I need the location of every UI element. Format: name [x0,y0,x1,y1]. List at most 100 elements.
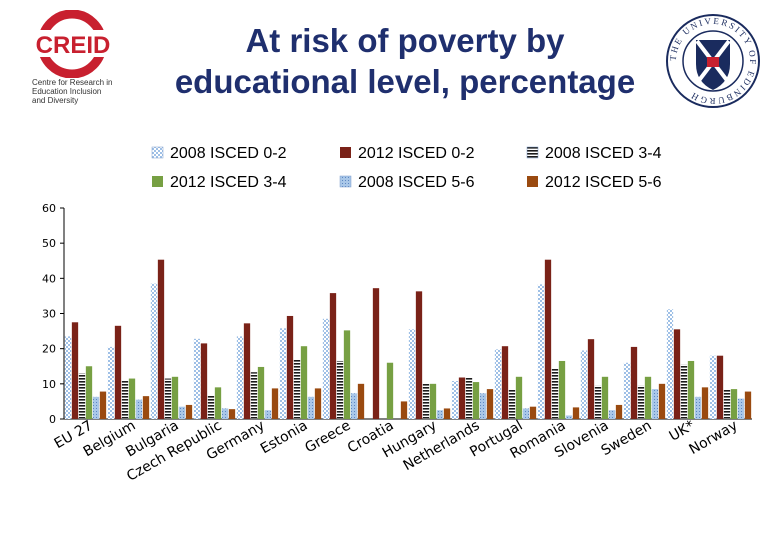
bar [501,346,509,419]
bar [687,360,695,419]
bar [608,410,616,419]
bar [322,318,330,419]
y-tick-label: 20 [42,343,56,356]
legend-swatch [340,147,351,158]
bar [415,291,423,419]
bar [307,396,315,419]
bar [286,315,294,419]
bar [71,322,79,419]
bar [350,393,358,419]
bar [142,396,150,419]
bar [157,259,165,419]
bar [185,404,193,419]
bar [479,393,487,419]
bar [587,339,595,419]
bar [343,330,351,419]
legend-label: 2008 ISCED 5-6 [358,174,475,191]
bar [193,338,201,419]
bar [400,401,408,419]
bar [150,283,158,419]
bar [171,376,179,419]
bar [443,408,451,419]
bar [465,377,473,419]
bar [121,381,129,419]
bar [594,385,602,419]
bar [264,410,272,419]
bar [164,378,172,419]
bar [508,389,516,419]
bar [99,391,107,419]
bar [529,406,537,419]
bar [651,389,659,419]
x-tick-label: Norway [687,418,741,458]
bar [329,293,337,419]
bar [515,376,523,419]
bar [494,349,502,419]
x-tick-label: Greece [302,418,353,457]
bar [200,343,208,419]
bar [615,404,623,419]
y-tick-label: 30 [42,308,56,321]
bar [680,364,688,419]
bar [558,360,566,419]
legend-swatch [526,146,539,159]
legend-label: 2012 ISCED 5-6 [545,174,662,191]
slide-title-line2: educational level, percentage [174,63,636,100]
bar [436,410,444,419]
bar [293,359,301,419]
creid-logo-icon: CREID [36,9,110,79]
bar [658,383,666,419]
bar [737,398,745,419]
creid-caption-line: Centre for Research in [32,78,113,87]
bar [709,355,717,419]
bar [537,284,545,419]
creid-caption-line: Education Inclusion [32,87,102,96]
bar [135,399,143,419]
chart-legend: 2008 ISCED 0-2 2012 ISCED 0-2 2008 ISCED 3… [151,145,662,191]
creid-logo: CREID Centre for Research in Education I… [28,9,138,110]
bar [372,288,380,419]
y-tick-label: 10 [42,378,56,391]
bar [85,366,93,419]
bar [572,407,580,419]
bar [486,389,494,419]
y-tick-label: 50 [42,237,56,250]
legend-swatch [152,176,163,187]
bar [207,395,215,419]
bar [637,385,645,419]
bar [451,381,459,419]
bar [228,409,236,419]
bar [92,396,100,419]
bar [630,346,638,419]
bar [250,372,258,419]
legend-label: 2012 ISCED 3-4 [170,174,287,191]
bar [673,329,681,419]
bar [522,408,530,419]
bar [236,336,244,419]
bar [357,383,365,419]
legend-swatch [339,175,352,188]
bar [694,396,702,419]
bar [271,388,279,419]
bar [107,346,115,419]
bar [723,389,731,419]
bar-series [64,259,752,419]
university-seal-icon: THE UNIVERSITY OF EDINBURGH [666,14,760,108]
bar [551,368,559,419]
bar [257,366,265,419]
y-tick-label: 0 [49,413,56,426]
bar [214,387,222,419]
bar [580,350,588,419]
bar [386,362,394,419]
bar [716,355,724,419]
bar [422,383,430,419]
bar [114,325,122,419]
bar [565,415,573,419]
creid-caption: Centre for Research in Education Inclusi… [32,78,142,105]
bar [221,408,229,419]
bar [458,377,466,419]
bar [730,389,738,419]
bar [128,378,136,419]
slide-title: At risk of poverty by educational level,… [140,20,670,102]
